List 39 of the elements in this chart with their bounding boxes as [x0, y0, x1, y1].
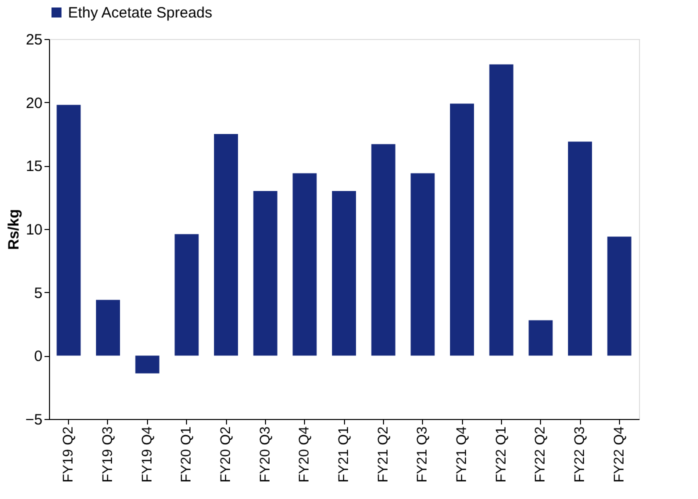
bar [410, 173, 435, 356]
y-tick-label: 0 [34, 348, 42, 366]
y-tick-label: 20 [26, 94, 42, 112]
bar [489, 64, 514, 356]
bar [450, 104, 474, 356]
x-tick-label: FY20 Q2 [217, 426, 233, 483]
x-tick-label: FY22 Q2 [532, 426, 548, 483]
y-tick-label: −5 [25, 412, 42, 428]
x-tick-label: FY22 Q3 [571, 426, 587, 483]
x-tick-label: FY22 Q1 [492, 426, 508, 483]
y-axis-title: Rs/kg [5, 209, 22, 250]
x-tick-label: FY22 Q4 [610, 426, 626, 483]
x-tick-label: FY21 Q1 [335, 426, 351, 483]
bar [214, 134, 238, 356]
y-tick-label: 25 [26, 32, 42, 48]
x-tick-label: FY20 Q4 [296, 426, 312, 483]
bar [135, 356, 160, 374]
x-tick-label: FY19 Q2 [60, 426, 76, 483]
x-tick-label: FY20 Q1 [178, 426, 194, 483]
x-tick-label: FY19 Q3 [99, 426, 115, 483]
x-tick-label: FY21 Q4 [453, 426, 469, 483]
bar [292, 173, 317, 356]
bar [607, 236, 632, 356]
bar [528, 320, 553, 356]
y-tick-label: 10 [26, 222, 42, 238]
x-tick-label: FY21 Q2 [374, 426, 390, 483]
x-tick-label: FY20 Q3 [256, 426, 272, 483]
bar [253, 191, 278, 356]
bar [174, 234, 199, 356]
bar [371, 144, 396, 356]
x-tick-label: FY21 Q3 [414, 426, 430, 483]
y-tick-label: 15 [26, 158, 42, 176]
bar [96, 300, 120, 356]
bar [332, 191, 356, 356]
y-tick-label: 5 [34, 284, 42, 302]
legend-label: Ethy Acetate Spreads [68, 4, 212, 22]
bar [568, 142, 592, 356]
x-tick-label: FY19 Q4 [138, 426, 154, 483]
bar [56, 104, 81, 356]
